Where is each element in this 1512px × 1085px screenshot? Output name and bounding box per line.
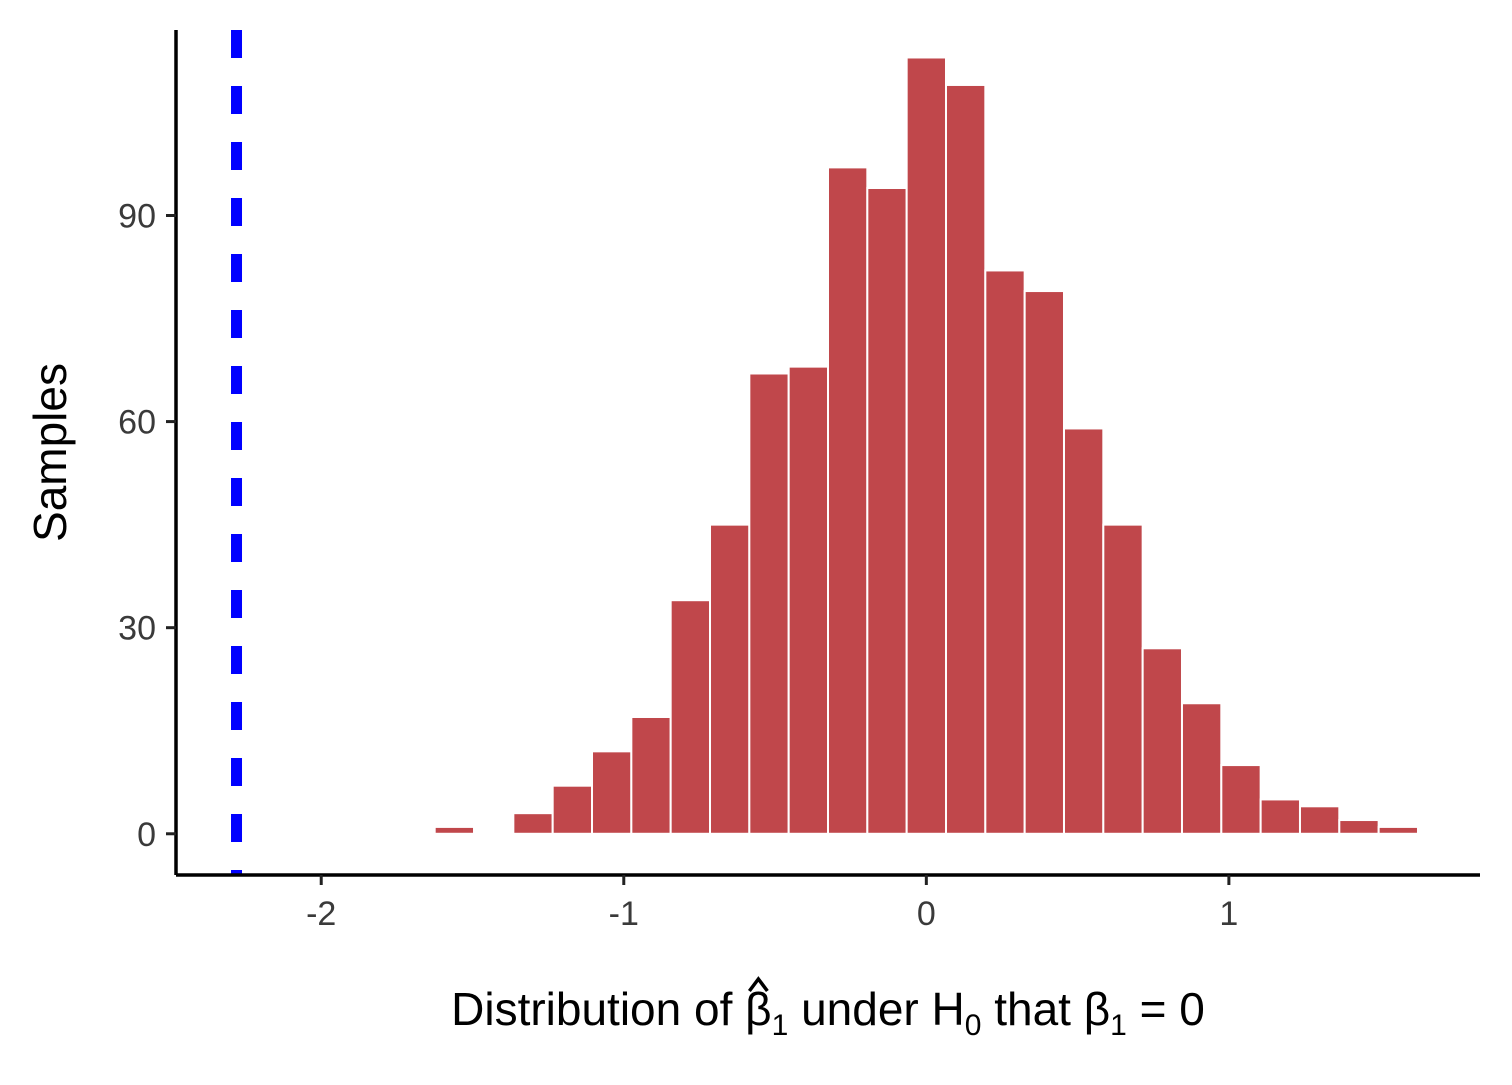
histogram-bar [984,269,1026,835]
histogram-bar [1102,523,1144,835]
histogram-bar [591,750,633,835]
histogram-bar [1259,798,1301,835]
x-tick-label: 0 [917,895,936,933]
histogram-bar [1141,647,1183,835]
histogram-bar [787,365,829,835]
histogram-bar [905,56,947,835]
histogram-bar [1377,825,1419,835]
histogram-bar [827,166,869,835]
x-axis-title-text: under H [788,983,964,1035]
histogram-bar [630,715,672,835]
x-axis-title-text: that β [981,983,1110,1035]
y-tick-label: 30 [118,610,156,648]
x-axis-title-subscript: 1 [1110,1009,1127,1042]
x-axis-title: Distribution of β1 under H0 that β1 = 0 [451,983,1205,1042]
histogram-bar [669,599,712,835]
histogram-bar [1023,290,1065,835]
x-tick-label: 1 [1219,895,1238,933]
histogram-bar [551,784,594,835]
histogram-bar [512,812,554,835]
histogram-bar [1220,764,1262,835]
y-tick-label: 90 [118,197,156,235]
y-tick-label: 0 [137,816,156,854]
y-tick-label: 60 [118,404,156,442]
bars-layer [433,56,1419,835]
x-axis-title-subscript: 1 [772,1009,789,1042]
histogram-bar [1062,427,1105,835]
x-axis-title-subscript: 0 [965,1009,982,1042]
histogram-bar [866,187,908,835]
y-axis-title: Samples [24,363,76,542]
x-tick-label: -2 [306,895,336,933]
histogram-bar [1180,702,1223,835]
x-tick-label: -1 [609,895,639,933]
x-axis-title-text: = 0 [1127,983,1205,1035]
histogram-bar [748,372,790,835]
hat-accent [747,976,769,993]
histogram-bar [944,83,987,835]
x-axis-title-text: Distribution of [451,983,745,1035]
histogram-bar [709,523,751,835]
histogram-bar [1298,805,1341,835]
histogram-bar [433,825,476,835]
axes-layer [166,30,1480,885]
x-axis-title-text: β [745,983,771,1035]
histogram-bar [1338,819,1380,835]
